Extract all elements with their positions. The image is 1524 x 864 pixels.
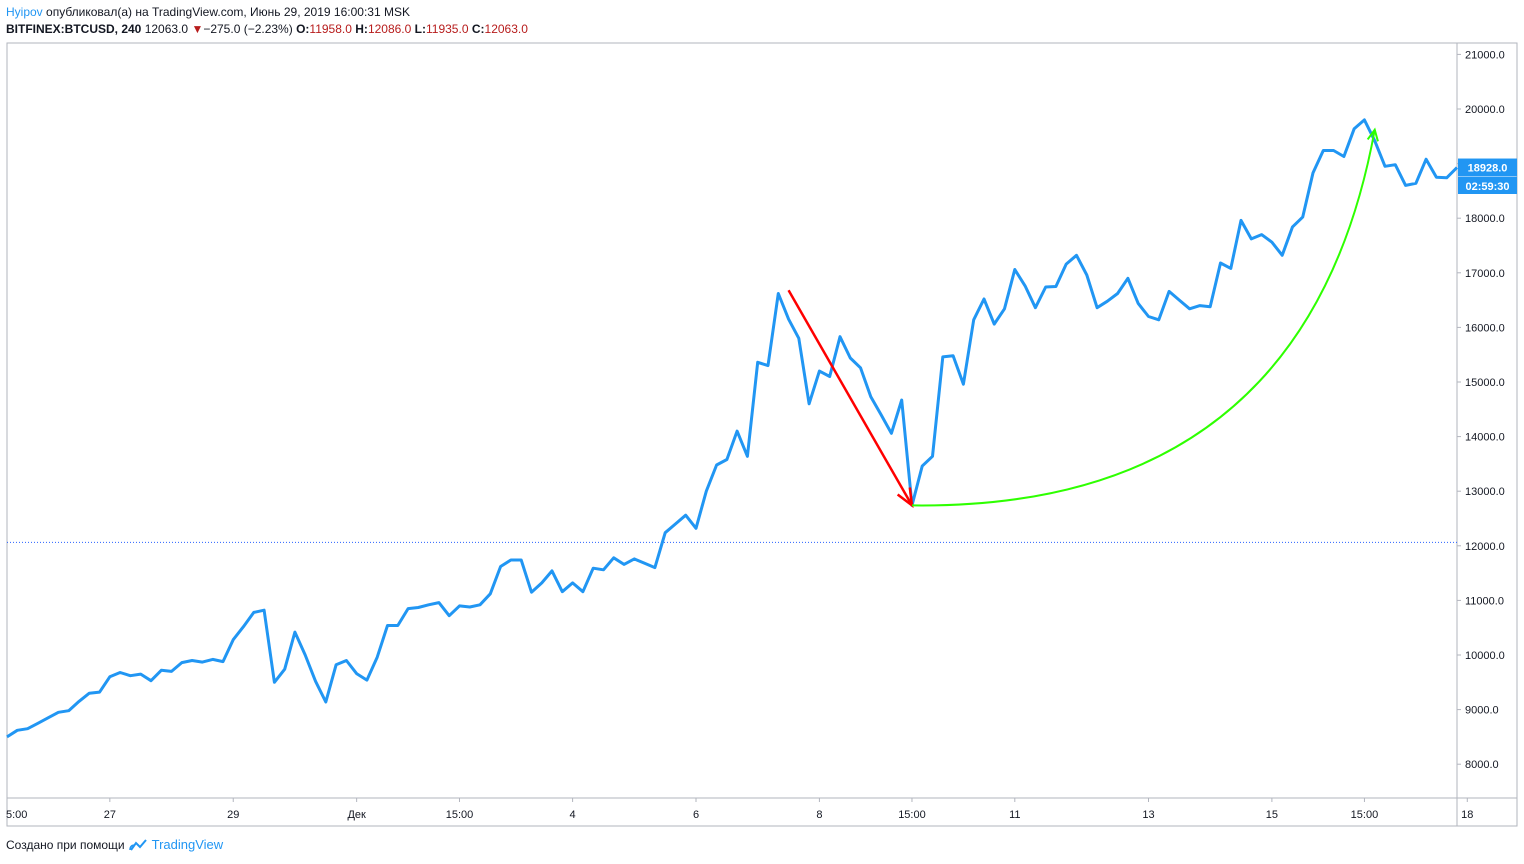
x-tick-label: 4 bbox=[570, 809, 576, 821]
price-tags: 18928.0 02:59:30 bbox=[1458, 158, 1517, 194]
x-tick-label: 15:00 bbox=[898, 809, 926, 821]
publish-info: Hyipov опубликовал(а) на TradingView.com… bbox=[6, 4, 528, 21]
y-tick-label: 16000.0 bbox=[1465, 322, 1505, 334]
close-value: 12063.0 bbox=[484, 22, 528, 36]
y-tick-label: 15000.0 bbox=[1465, 377, 1505, 389]
tradingview-logo[interactable]: TradingView bbox=[128, 837, 224, 852]
x-tick-label: Дек bbox=[347, 809, 366, 821]
y-tick-label: 14000.0 bbox=[1465, 432, 1505, 444]
x-tick-label: 6 bbox=[693, 809, 699, 821]
y-tick-label: 10000.0 bbox=[1465, 650, 1505, 662]
y-tick-label: 8000.0 bbox=[1465, 759, 1499, 771]
footer: Создано при помощи TradingView bbox=[6, 837, 223, 852]
countdown-label: 02:59:30 bbox=[1465, 181, 1509, 193]
price-series bbox=[6, 118, 1459, 739]
price-axis[interactable]: 21000.020000.019000.018000.017000.016000… bbox=[1457, 49, 1505, 771]
x-tick-label: 8 bbox=[816, 809, 822, 821]
symbol-ohlc: BITFINEX:BTCUSD, 240 12063.0 ▼−275.0 (−2… bbox=[6, 21, 528, 38]
down-arrow-line bbox=[787, 289, 914, 507]
low-label: L: bbox=[414, 22, 426, 36]
x-tick-label: 11 bbox=[1009, 809, 1020, 821]
close-label: C: bbox=[471, 22, 485, 36]
last-price: 12063.0 bbox=[144, 22, 189, 36]
y-tick-label: 21000.0 bbox=[1465, 49, 1505, 61]
y-tick-label: 12000.0 bbox=[1465, 541, 1505, 553]
countdown-tag bbox=[1458, 177, 1517, 194]
chart-header: Hyipov опубликовал(а) на TradingView.com… bbox=[6, 4, 528, 38]
x-tick-label: 29 bbox=[227, 809, 239, 821]
tradingview-logo-text: TradingView bbox=[151, 837, 224, 852]
current-price-tag bbox=[1458, 158, 1517, 177]
high-value: 12086.0 bbox=[367, 22, 412, 36]
x-tick-label: 15:00 bbox=[446, 809, 474, 821]
down-arrow-head bbox=[896, 487, 914, 509]
high-label: H: bbox=[355, 22, 368, 36]
y-tick-label: 9000.0 bbox=[1465, 705, 1499, 717]
cloud-icon bbox=[128, 838, 147, 851]
up-curve-line bbox=[911, 129, 1376, 507]
created-with-text: Создано при помощи bbox=[6, 837, 125, 852]
open-value: 11958.0 bbox=[309, 22, 352, 36]
x-tick-label: 15:00 bbox=[1351, 809, 1379, 821]
x-tick-label: 5:00 bbox=[6, 809, 27, 821]
up-curve-head bbox=[1366, 127, 1379, 142]
y-tick-label: 20000.0 bbox=[1465, 104, 1505, 116]
y-tick-label: 11000.0 bbox=[1465, 595, 1504, 607]
price-line bbox=[6, 118, 1459, 739]
x-tick-label: 15 bbox=[1266, 809, 1278, 821]
published-text: опубликовал(а) на TradingView.com, Июнь … bbox=[46, 5, 410, 19]
x-tick-label: 13 bbox=[1142, 809, 1154, 821]
drawings[interactable] bbox=[787, 127, 1379, 509]
current-price-label: 18928.0 bbox=[1468, 163, 1508, 175]
symbol-label[interactable]: BITFINEX:BTCUSD, 240 bbox=[6, 22, 142, 36]
price-change: −275.0 (−2.23%) bbox=[203, 22, 293, 36]
x-tick-label: 18 bbox=[1461, 809, 1473, 821]
y-tick-label: 18000.0 bbox=[1465, 213, 1505, 225]
y-tick-label: 17000.0 bbox=[1465, 268, 1505, 280]
low-value: 11935.0 bbox=[426, 22, 469, 36]
y-tick-label: 13000.0 bbox=[1465, 486, 1505, 498]
open-label: O: bbox=[296, 22, 310, 36]
down-triangle-icon: ▼ bbox=[191, 22, 204, 36]
chart-frame bbox=[6, 42, 1518, 827]
time-axis[interactable]: 5:00 27 29 Дек 15:00 4 6 8 15:00 11 13 15 15:00 18 bbox=[6, 798, 1473, 821]
x-tick-label: 27 bbox=[104, 809, 116, 821]
author-link[interactable]: Hyipov bbox=[6, 5, 43, 19]
